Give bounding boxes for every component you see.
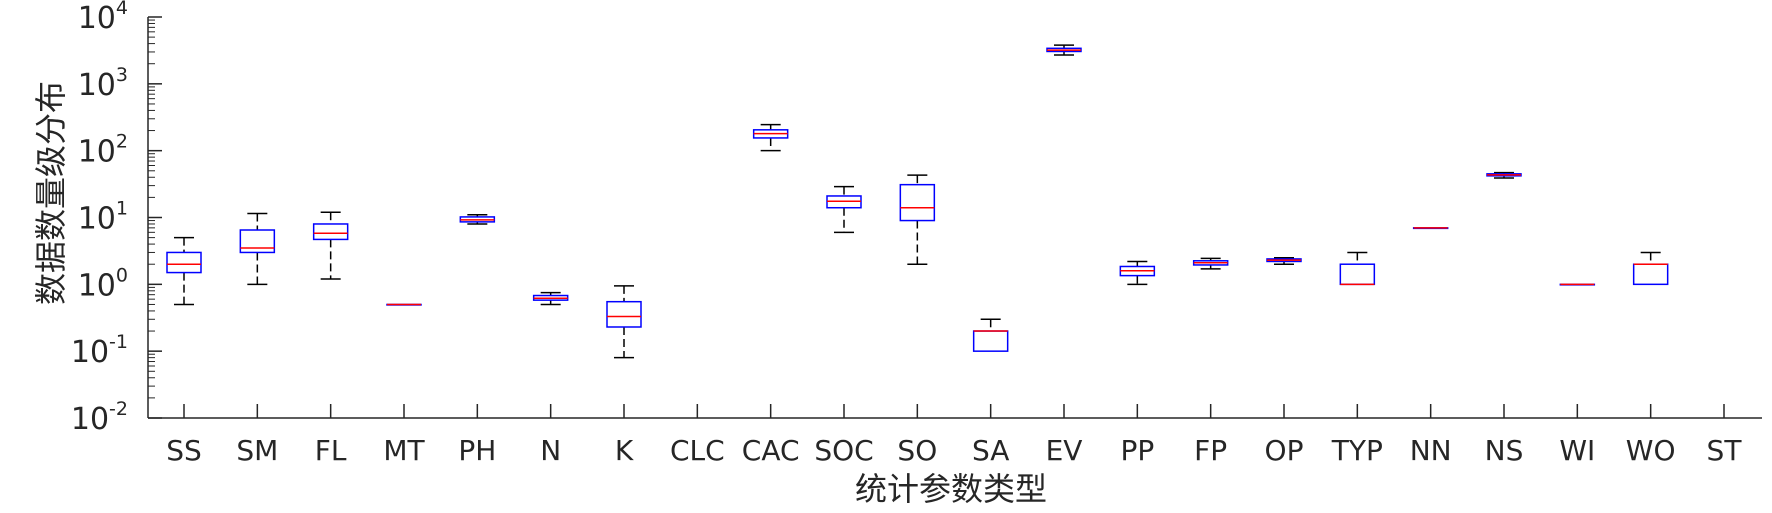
box-wi <box>1559 283 1596 286</box>
box-series <box>166 44 1669 359</box>
x-tick-label: FL <box>315 434 347 467</box>
box-sa <box>972 318 1009 352</box>
y-tick-label: 103 <box>78 64 128 103</box>
x-tick-label: FP <box>1194 434 1227 467</box>
y-axis-label: 数据数量级分布 <box>32 81 70 305</box>
box-n <box>532 291 569 306</box>
x-tick-label: SOC <box>814 434 873 467</box>
y-tick-label: 10-2 <box>71 398 128 437</box>
x-axis-ticks: SS SM FL MT PH N K CLC CAC SOC SO SA EV PP FP OP TYP NN NS… <box>166 404 1742 467</box>
axes <box>147 17 1762 419</box>
box-so <box>899 174 936 265</box>
x-tick-label: NN <box>1410 434 1452 467</box>
x-axis-label: 统计参数类型 <box>855 470 1047 508</box>
box-nn <box>1412 227 1449 230</box>
box-cac <box>752 123 789 152</box>
box-fp <box>1192 257 1229 270</box>
x-tick-label: PP <box>1120 434 1154 467</box>
y-axis-ticks: 10-2 10-1 100 101 102 103 104 <box>71 0 162 437</box>
y-tick-label: 10-1 <box>71 331 128 370</box>
x-tick-label: SM <box>236 434 278 467</box>
x-tick-label: PH <box>458 434 496 467</box>
box-ss <box>166 236 202 306</box>
x-tick-label: SA <box>972 434 1009 467</box>
box-mt <box>386 303 422 306</box>
y-tick-label: 100 <box>78 264 128 303</box>
x-tick-label: CAC <box>742 434 800 467</box>
iqr-box <box>166 251 202 274</box>
iqr-box <box>239 229 276 254</box>
box-ev <box>1046 44 1082 56</box>
iqr-box <box>1339 263 1376 286</box>
box-op <box>1266 256 1302 265</box>
box-k <box>606 285 642 359</box>
y-tick-label: 101 <box>78 198 128 237</box>
iqr-box <box>972 330 1009 352</box>
x-tick-label: K <box>615 434 634 467</box>
box-pp <box>1119 260 1156 286</box>
iqr-box <box>312 223 349 241</box>
x-tick-label: OP <box>1265 434 1304 467</box>
x-tick-label: N <box>540 434 561 467</box>
box-ns <box>1486 171 1522 179</box>
iqr-box <box>1632 263 1669 286</box>
box-fl <box>312 211 349 280</box>
x-tick-label: EV <box>1046 434 1083 467</box>
iqr-box <box>899 183 936 222</box>
x-tick-label: SS <box>166 434 202 467</box>
x-tick-label: CLC <box>670 434 725 467</box>
box-typ <box>1339 251 1376 286</box>
box-sm <box>239 212 276 286</box>
x-tick-label: NS <box>1485 434 1524 467</box>
box-wo <box>1632 251 1669 286</box>
x-tick-label: ST <box>1707 434 1743 467</box>
x-tick-label: MT <box>383 434 425 467</box>
x-tick-label: SO <box>897 434 937 467</box>
box-ph <box>459 213 496 225</box>
box-soc <box>826 185 862 234</box>
iqr-box <box>606 300 642 328</box>
x-tick-label: WI <box>1559 434 1595 467</box>
y-tick-label: 102 <box>78 131 128 170</box>
y-tick-label: 104 <box>78 0 128 36</box>
x-tick-label: TYP <box>1331 434 1383 467</box>
x-tick-label: WO <box>1626 434 1676 467</box>
